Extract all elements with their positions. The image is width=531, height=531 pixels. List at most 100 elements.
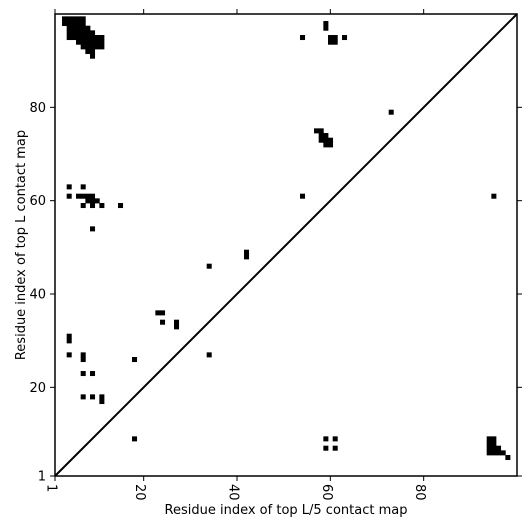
contact-cell xyxy=(90,203,96,209)
contact-cell xyxy=(66,338,72,344)
contact-cell xyxy=(66,21,72,27)
contact-cell xyxy=(90,44,96,50)
contact-cell xyxy=(90,193,96,199)
contact-cell xyxy=(388,109,394,115)
axis-ticks: 1 20 40 60 80 1 20 40 60 80 xyxy=(29,9,522,501)
contact-cell xyxy=(500,450,506,456)
x-axis-title: Residue index of top L/5 contact map xyxy=(165,503,408,518)
contact-cell xyxy=(342,35,348,41)
contact-cell xyxy=(66,35,72,41)
contact-cell xyxy=(66,30,72,36)
contact-cell xyxy=(160,319,166,325)
contact-cell xyxy=(155,310,161,316)
contact-cell xyxy=(90,35,96,41)
contact-cell xyxy=(328,39,334,45)
contact-cell xyxy=(206,263,212,269)
x-tick-label: 40 xyxy=(226,484,241,501)
contact-cell xyxy=(66,184,72,190)
contact-cell xyxy=(318,128,324,134)
contact-cell xyxy=(486,436,492,442)
contact-cell xyxy=(76,193,82,199)
contact-cell xyxy=(90,371,96,377)
contact-cell xyxy=(486,441,492,447)
contact-cell xyxy=(80,30,86,36)
contact-cell xyxy=(332,39,338,45)
contact-cell xyxy=(491,193,497,199)
contact-cell xyxy=(132,357,138,363)
x-tick-label: 80 xyxy=(412,484,427,501)
contact-cell xyxy=(62,21,68,27)
contact-cell xyxy=(71,35,77,41)
contact-cell xyxy=(80,44,86,50)
contact-cell xyxy=(323,137,329,143)
contact-cell xyxy=(323,25,329,31)
contact-cell xyxy=(76,21,82,27)
contact-cell xyxy=(80,16,86,22)
plot-frame xyxy=(54,13,518,477)
contact-cell xyxy=(486,450,492,456)
contact-cell xyxy=(206,352,212,358)
contact-cell xyxy=(332,445,338,451)
contact-cell xyxy=(71,21,77,27)
contact-cell xyxy=(71,30,77,36)
contact-cell xyxy=(62,16,68,22)
contact-cell xyxy=(85,30,91,36)
contact-cell xyxy=(85,49,91,55)
contact-cell xyxy=(314,128,320,134)
contact-cell xyxy=(90,53,96,59)
contact-cell xyxy=(323,142,329,148)
contact-cell xyxy=(99,399,105,405)
y-tick-label: 1 xyxy=(38,470,46,485)
contact-cell xyxy=(76,39,82,45)
contact-cell xyxy=(80,35,86,41)
contact-cell xyxy=(85,25,91,31)
contact-cell xyxy=(496,450,502,456)
contact-cell xyxy=(323,133,329,139)
contact-cell xyxy=(94,44,100,50)
contact-cell xyxy=(99,394,105,400)
contact-cell xyxy=(80,394,86,400)
contact-cell xyxy=(94,35,100,41)
contact-cell xyxy=(244,254,250,260)
contact-cell xyxy=(94,198,100,204)
contact-cell xyxy=(76,25,82,31)
contact-cell xyxy=(85,39,91,45)
contact-cell xyxy=(90,198,96,204)
x-tick-label: 1 xyxy=(44,484,59,492)
contact-cell xyxy=(80,203,86,209)
y-tick-label: 20 xyxy=(29,381,46,396)
contact-cell xyxy=(80,39,86,45)
contact-cell xyxy=(491,445,497,451)
x-tick-label: 20 xyxy=(132,484,147,501)
contact-cell xyxy=(90,30,96,36)
contact-cell xyxy=(328,142,334,148)
contact-cell xyxy=(80,184,86,190)
contact-cell xyxy=(94,39,100,45)
contact-cell xyxy=(323,445,329,451)
contact-cell xyxy=(90,226,96,232)
contact-cell xyxy=(66,333,72,339)
contact-cell xyxy=(491,450,497,456)
contact-cell xyxy=(66,193,72,199)
y-tick-label: 40 xyxy=(29,288,46,303)
contact-cell xyxy=(80,25,86,31)
contact-cell xyxy=(328,137,334,143)
x-tick-label: 60 xyxy=(319,484,334,501)
contact-cell xyxy=(66,25,72,31)
contact-cell xyxy=(332,35,338,41)
contact-cell xyxy=(300,35,306,41)
contact-cell xyxy=(80,371,86,377)
contact-cell xyxy=(85,198,91,204)
contact-cell xyxy=(85,44,91,50)
contact-cell xyxy=(76,16,82,22)
contact-cell xyxy=(174,324,180,330)
contact-cell xyxy=(99,203,105,209)
contact-cell xyxy=(332,436,338,442)
y-tick-label: 80 xyxy=(29,101,46,116)
contact-cell xyxy=(491,436,497,442)
contact-cell xyxy=(328,35,334,41)
contact-cell xyxy=(80,357,86,363)
y-tick-label: 60 xyxy=(29,194,46,209)
contact-cell xyxy=(71,25,77,31)
